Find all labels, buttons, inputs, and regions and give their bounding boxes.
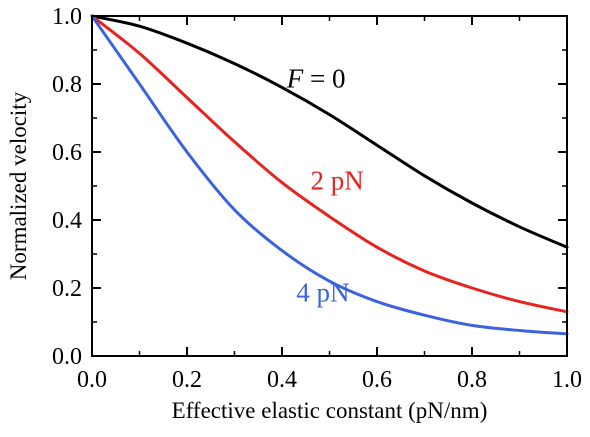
x-axis-label: Effective elastic constant (pN/nm) [172,398,488,423]
y-tick-label: 0.4 [52,208,82,234]
x-tick-label: 0.0 [77,367,107,393]
series-line-4-pn [90,14,569,336]
y-tick-label: 1.0 [52,4,82,30]
curve-annotation: F = 0 [286,63,346,93]
y-tick-label: 0.6 [52,140,82,166]
series-line-f-0 [90,14,569,249]
curve-annotation: 4 pN [296,278,349,308]
y-tick-label: 0.0 [52,344,82,370]
x-axis: 0.0 0.2 0.4 0.6 0.8 1.0 [77,16,582,393]
curves-group [90,14,569,336]
y-tick-label: 0.2 [52,276,82,302]
x-tick-label: 1.0 [552,367,582,393]
x-tick-label: 0.6 [362,367,392,393]
series-line-2-pn [90,14,569,314]
x-tick-label: 0.2 [172,367,202,393]
y-tick-label: 0.8 [52,72,82,98]
curve-annotation: 2 pN [311,165,364,195]
x-tick-label: 0.4 [267,367,297,393]
annotations: F = 0 2 pN 4 pN [286,63,364,307]
y-axis: 0.0 0.2 0.4 0.6 0.8 1.0 [52,4,567,370]
x-tick-label: 0.8 [457,367,487,393]
y-axis-label: Normalized velocity [6,91,31,280]
